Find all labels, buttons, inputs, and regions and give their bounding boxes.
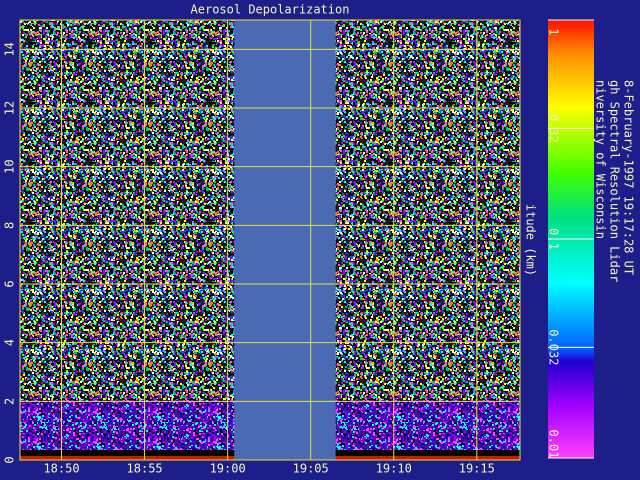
x-tick-label: 19:00 <box>210 462 246 476</box>
colorbar-tick-label: 0.032 <box>547 329 561 365</box>
colorbar-tick-label: 0.1 <box>547 228 561 250</box>
y-tick-label: 0 <box>3 456 17 463</box>
plot-frame <box>19 19 521 461</box>
x-tick-label: 18:50 <box>43 462 79 476</box>
y-tick-label: 8 <box>3 222 17 229</box>
x-tick-label: 19:10 <box>376 462 412 476</box>
side-text: niversity of Wisconsin <box>594 80 608 239</box>
chart-title: Aerosol Depolarization <box>191 3 350 17</box>
y-tick-label: 4 <box>3 339 17 346</box>
x-tick-label: 19:15 <box>459 462 495 476</box>
y-tick-label: 10 <box>3 159 17 173</box>
colorbar-tick-label: 0.01 <box>547 430 561 459</box>
x-tick-label: 19:05 <box>293 462 329 476</box>
y-tick-label: 6 <box>3 280 17 287</box>
y-tick-label: 2 <box>3 398 17 405</box>
colorbar-tick-label: 0.32 <box>547 114 561 143</box>
x-tick-label: 18:55 <box>127 462 163 476</box>
side-text: 8-February-1997 19:17:28 UT <box>622 80 636 275</box>
side-text: gh Spectral Resolution Lidar <box>608 80 622 282</box>
y-tick-label: 12 <box>3 101 17 115</box>
y-tick-label: 14 <box>3 42 17 56</box>
no-data-region <box>234 20 336 460</box>
y-axis-label: itude (km) <box>524 204 538 276</box>
colorbar-tick-label: 1 <box>547 28 561 35</box>
